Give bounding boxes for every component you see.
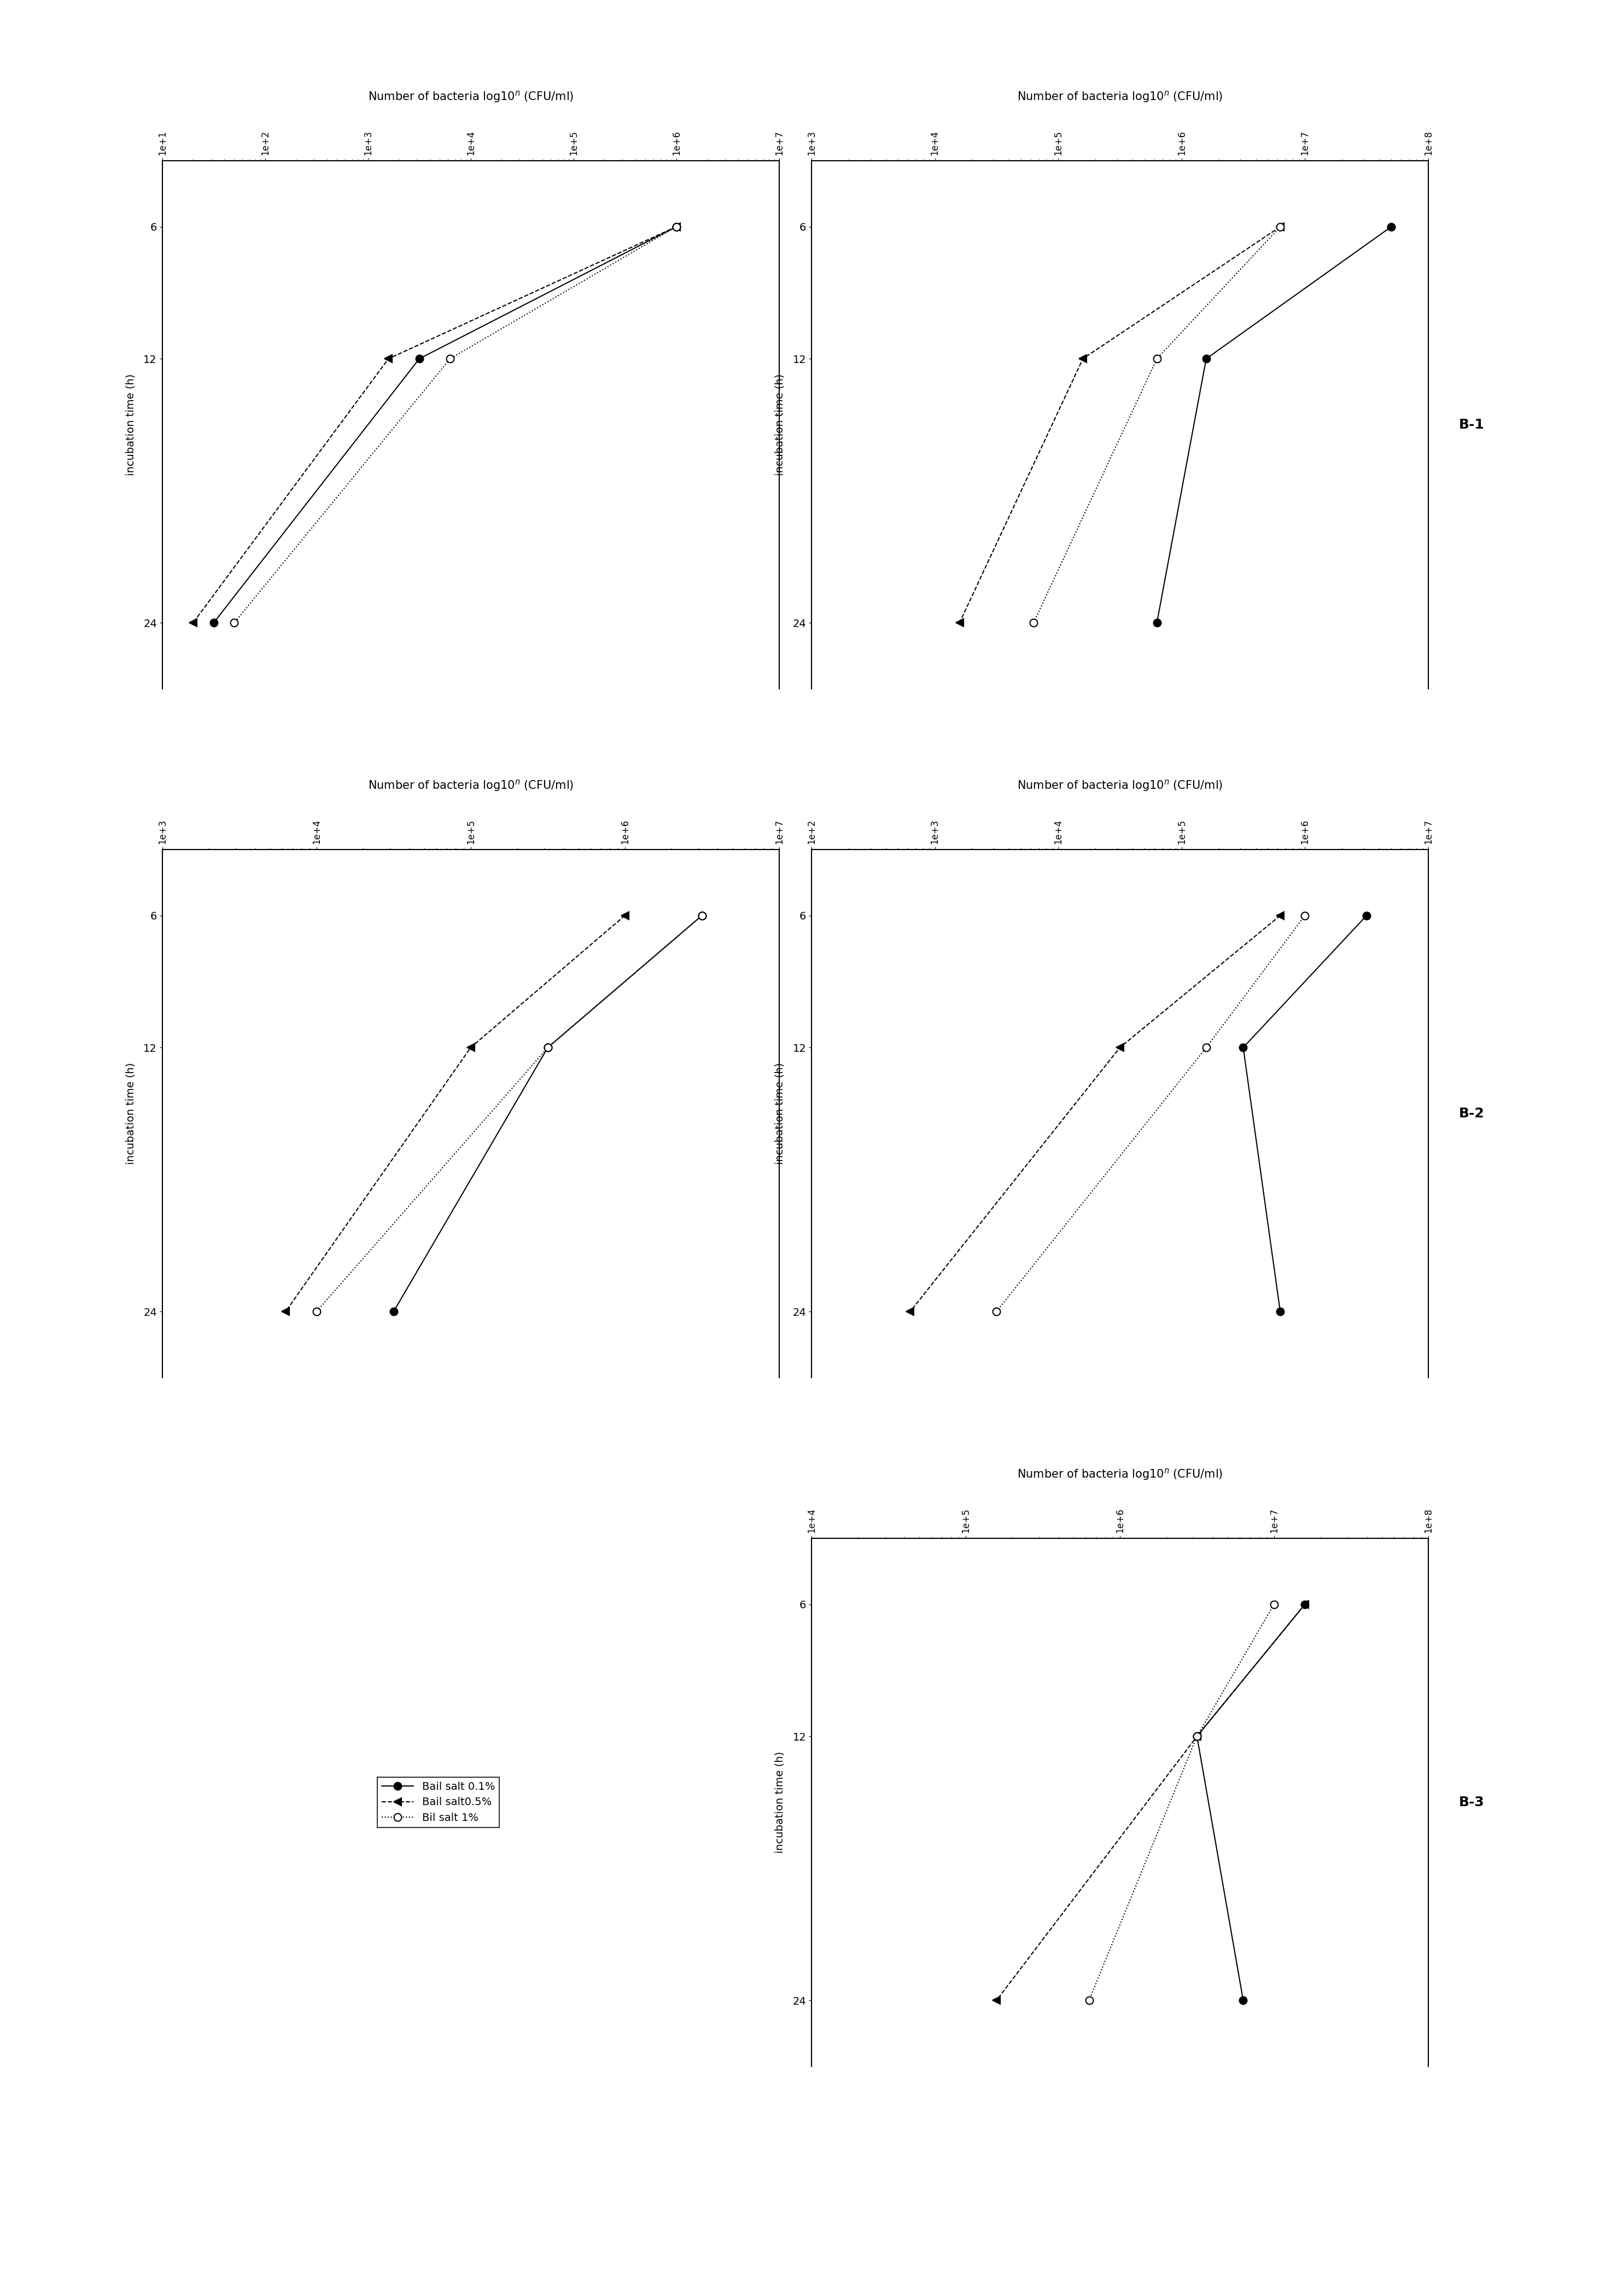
X-axis label: Number of bacteria log10$^n$ (CFU/ml): Number of bacteria log10$^n$ (CFU/ml)	[1018, 1467, 1222, 1481]
Y-axis label: incubation time (h): incubation time (h)	[774, 374, 786, 475]
X-axis label: Number of bacteria log10$^n$ (CFU/ml): Number of bacteria log10$^n$ (CFU/ml)	[1018, 778, 1222, 792]
Y-axis label: incubation time (h): incubation time (h)	[125, 1063, 136, 1164]
Text: B-1: B-1	[1459, 418, 1485, 432]
Y-axis label: incubation time (h): incubation time (h)	[774, 1752, 786, 1853]
Text: B-2: B-2	[1459, 1107, 1485, 1120]
X-axis label: Number of bacteria log10$^n$ (CFU/ml): Number of bacteria log10$^n$ (CFU/ml)	[368, 90, 573, 103]
Text: B-3: B-3	[1459, 1795, 1485, 1809]
Y-axis label: incubation time (h): incubation time (h)	[774, 1063, 786, 1164]
Y-axis label: incubation time (h): incubation time (h)	[125, 374, 136, 475]
Text: B-5: B-5	[810, 1107, 836, 1120]
X-axis label: Number of bacteria log10$^n$ (CFU/ml): Number of bacteria log10$^n$ (CFU/ml)	[368, 778, 573, 792]
Text: B-4: B-4	[810, 418, 836, 432]
Legend: Bail salt 0.1%, Bail salt0.5%, Bil salt 1%: Bail salt 0.1%, Bail salt0.5%, Bil salt …	[377, 1777, 500, 1828]
X-axis label: Number of bacteria log10$^n$ (CFU/ml): Number of bacteria log10$^n$ (CFU/ml)	[1018, 90, 1222, 103]
